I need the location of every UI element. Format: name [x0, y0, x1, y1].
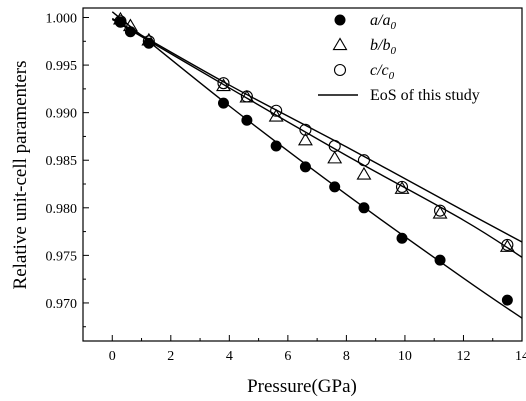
legend-label-main: c/c [370, 62, 389, 79]
x-tick-label: 2 [167, 349, 174, 364]
legend-label-main: b/b [370, 37, 390, 54]
data-point-0 [241, 114, 253, 126]
legend-label-main: a/a [370, 12, 390, 29]
legend-label-subscript: 0 [389, 70, 395, 82]
legend-fit-label: EoS of this study [370, 87, 480, 104]
y-tick-label: 0.970 [46, 297, 78, 312]
data-point-0 [358, 202, 370, 214]
data-point-2 [270, 104, 283, 117]
data-point-1 [216, 78, 231, 92]
plot-frame [82, 7, 523, 342]
data-point-2 [142, 35, 155, 48]
data-point-1 [499, 239, 515, 252]
x-axis: 0 2 4 6 8 10 12 14 [82, 335, 526, 364]
legend-label-2: c/c0 [370, 62, 395, 82]
data-point-2 [240, 90, 253, 103]
eos-fit-line-2 [111, 17, 523, 243]
data-point-2 [501, 238, 514, 251]
y-axis: 0.970 0.975 0.980 0.985 0.990 0.995 1.000 [46, 12, 89, 328]
data-point-1 [356, 166, 372, 180]
y-tick-label: 0.975 [46, 249, 78, 264]
x-tick-label: 8 [343, 349, 350, 364]
legend-marker-1 [332, 37, 348, 51]
eos-fit-line-0 [111, 11, 523, 319]
x-tick-label: 10 [398, 349, 412, 364]
y-tick-label: 0.995 [46, 59, 78, 74]
y-axis-label: Relative unit-cell paramenters [10, 61, 31, 290]
eos-fit-lines [111, 11, 523, 319]
data-point-1 [141, 32, 157, 46]
data-point-1 [394, 181, 410, 194]
y-tick-label: 0.990 [46, 107, 78, 122]
data-point-0 [299, 161, 311, 173]
data-point-0 [329, 181, 341, 193]
data-point-1 [432, 205, 448, 219]
x-tick-label: 4 [226, 349, 233, 364]
x-tick-label: 14 [515, 349, 526, 364]
data-point-0 [434, 254, 446, 266]
y-tick-label: 0.985 [46, 154, 78, 169]
data-point-0 [217, 97, 229, 109]
data-point-2 [357, 154, 371, 167]
x-tick-label: 6 [284, 349, 291, 364]
data-point-1 [122, 18, 138, 32]
data-point-2 [328, 139, 341, 153]
x-tick-label: 0 [109, 349, 116, 364]
x-axis-label: Pressure(GPa) [247, 376, 357, 397]
legend-marker-2 [333, 63, 347, 77]
data-point-1 [297, 132, 313, 146]
data-point-2 [434, 204, 447, 217]
data-point-0 [124, 26, 136, 38]
legend-label-subscript: 0 [390, 20, 396, 32]
data-point-1 [327, 150, 343, 164]
y-tick-label: 1.000 [46, 12, 78, 27]
legend-label-0: a/a0 [370, 12, 396, 32]
data-point-0 [270, 140, 282, 152]
data-point-2 [114, 15, 127, 28]
legend-label-subscript: 0 [390, 45, 396, 57]
data-point-2 [217, 77, 230, 90]
data-point-2 [299, 123, 312, 136]
x-tick-label: 12 [456, 349, 470, 364]
legend-marker-0 [334, 14, 346, 26]
data-markers [112, 11, 515, 306]
legend-label-1: b/b0 [370, 37, 396, 57]
data-point-0 [501, 294, 513, 306]
data-point-0 [396, 232, 408, 244]
y-tick-label: 0.980 [46, 202, 78, 217]
eos-fit-line-1 [111, 18, 523, 258]
data-point-1 [112, 11, 128, 25]
data-point-2 [395, 180, 409, 193]
